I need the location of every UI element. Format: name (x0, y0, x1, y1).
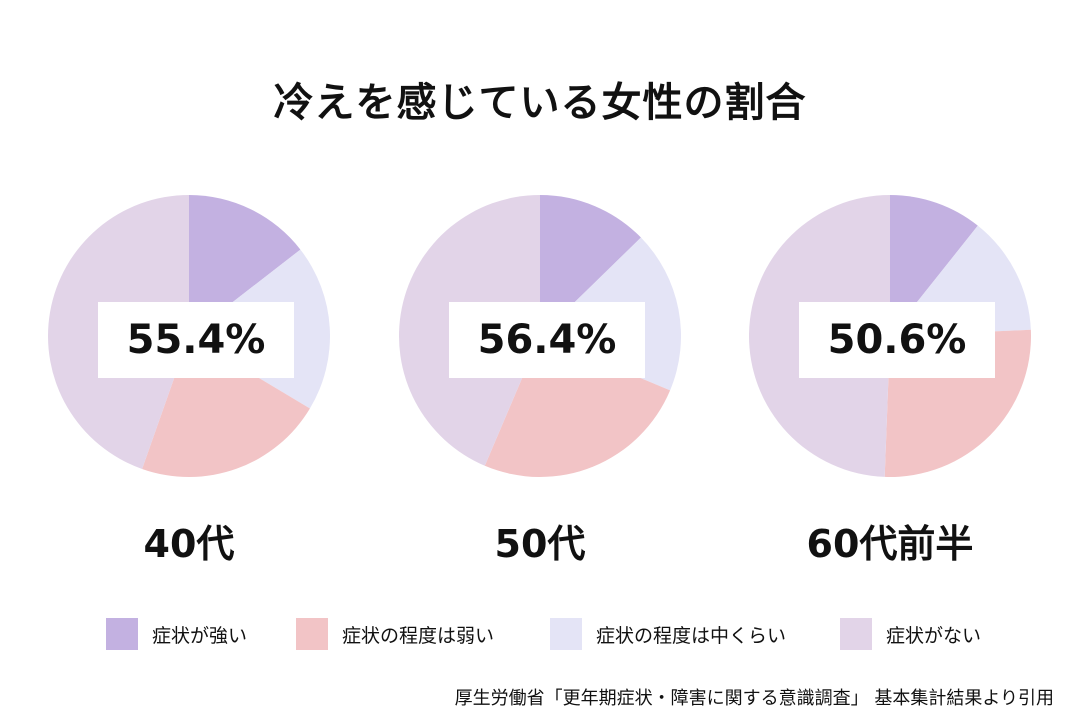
pie-svg-60s-early (749, 195, 1031, 477)
pie-slice-strong (540, 195, 641, 336)
pie-60s-early: 50.6% 60代前半 (749, 195, 1049, 575)
age-label-60s-early: 60代前半 (806, 522, 974, 566)
legend-item-strong: 症状が強い (106, 617, 247, 651)
legend-label-none: 症状がない (886, 624, 982, 647)
legend-swatch-none (840, 618, 872, 650)
legend-swatch-weak (296, 618, 328, 650)
legend-item-weak: 症状の程度は弱い (296, 617, 494, 651)
legend-item-none: 症状がない (840, 617, 981, 651)
pie-50s: 56.4% 50代 (399, 195, 699, 575)
source-citation: 厚生労働省「更年期症状・障害に関する意識調査」 基本集計結果より引用 (454, 688, 1054, 709)
pie-40s: 55.4% 40代 (48, 195, 348, 575)
pie-slice-strong (189, 195, 301, 336)
legend-swatch-moderate (550, 618, 582, 650)
age-label-40s: 40代 (143, 522, 235, 566)
age-label-50s: 50代 (494, 522, 586, 566)
chart-title: 冷えを感じている女性の割合 (273, 80, 807, 126)
pie-total-50s: 56.4% (449, 302, 645, 378)
pie-total-60s-early: 50.6% (799, 302, 995, 378)
legend-swatch-strong (106, 618, 138, 650)
legend-label-moderate: 症状の程度は中くらい (596, 624, 787, 647)
pie-slice-strong (890, 195, 978, 336)
legend: 症状が強い 症状の程度は弱い 症状の程度は中くらい 症状がない (106, 617, 1046, 651)
legend-label-strong: 症状が強い (152, 624, 248, 647)
legend-item-moderate: 症状の程度は中くらい (550, 617, 786, 651)
legend-label-weak: 症状の程度は弱い (342, 624, 495, 647)
pie-total-40s: 55.4% (98, 302, 294, 378)
